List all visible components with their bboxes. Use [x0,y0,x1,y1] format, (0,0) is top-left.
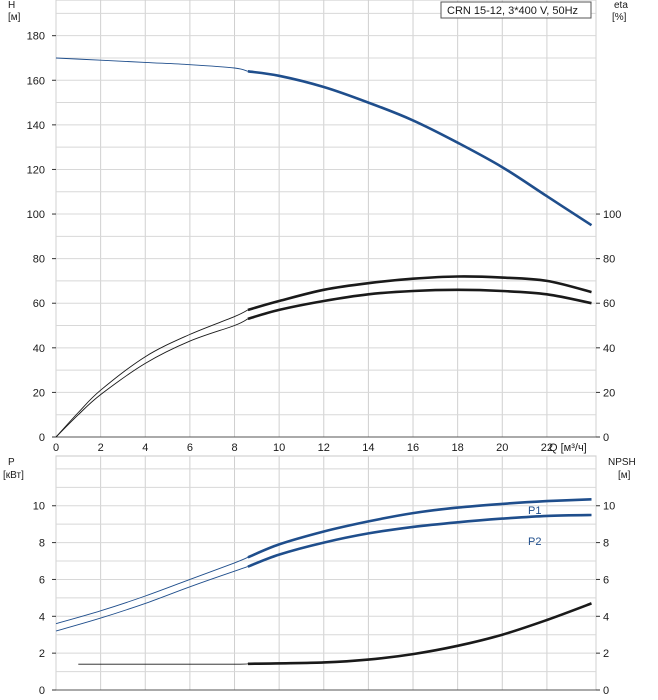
npsh-tick-label: 4 [603,611,609,623]
power-tick-label: 8 [39,538,45,550]
P2-curve [247,513,592,568]
head-axis-unit: [м] [8,12,21,23]
eta-tick-label: 100 [603,209,621,221]
eta_lower-curve-extended [55,318,249,438]
npsh-axis-unit: [м] [618,470,631,481]
p1-series-label: P1 [528,505,541,517]
eta-tick-label: 60 [603,298,615,310]
head-tick-label: 20 [33,387,45,399]
eta-tick-label: 80 [603,254,615,266]
x-tick-label: 8 [231,442,237,454]
head-axis-label: H [8,0,15,11]
x-tick-label: 20 [496,442,508,454]
upper-grid [55,0,597,438]
x-tick-label: 2 [98,442,104,454]
x-tick-label: 4 [142,442,148,454]
x-tick-label: 16 [407,442,419,454]
head-tick-label: 0 [39,432,45,444]
head-tick-label: 40 [33,343,45,355]
power-tick-label: 2 [39,648,45,660]
p2-series-label: P2 [528,536,541,548]
eta-tick-label: 20 [603,387,615,399]
head-tick-label: 100 [27,209,45,221]
head-tick-label: 180 [27,31,45,43]
eta-axis-label: eta [614,0,628,11]
head-tick-label: 60 [33,298,45,310]
flow-axis-label: Q [м³/ч] [549,442,587,454]
x-tick-label: 22 [541,442,553,454]
power-tick-label: 0 [39,685,45,697]
npsh-tick-label: 10 [603,501,615,513]
npsh-axis-label: NPSH [608,457,636,468]
power-tick-label: 10 [33,501,45,513]
upper-plot-frame [55,0,597,438]
head-tick-label: 80 [33,254,45,266]
power-axis-unit: [кВт] [3,470,24,481]
x-tick-label: 14 [362,442,374,454]
x-tick-label: 10 [273,442,285,454]
eta-tick-label: 40 [603,343,615,355]
x-tick-label: 6 [187,442,193,454]
head-tick-label: 160 [27,75,45,87]
power-axis-label: P [8,457,15,468]
power-tick-label: 4 [39,611,45,623]
series-layer [55,57,593,666]
head-tick-label: 140 [27,120,45,132]
lower-grid [55,455,597,691]
npsh-tick-label: 8 [603,538,609,550]
head-curve [247,70,593,227]
x-tick-label: 12 [318,442,330,454]
legend-box [440,1,592,19]
eta-axis-unit: [%] [612,12,627,23]
legend-text: CRN 15-12, 3*400 V, 50Hz [447,5,578,17]
P1-curve-extended [55,556,249,625]
npsh-tick-label: 6 [603,574,609,586]
head-tick-label: 120 [27,164,45,176]
power-tick-label: 6 [39,574,45,586]
eta-tick-label: 0 [603,432,609,444]
head-curve-extended [55,57,249,72]
eta_upper-curve [247,275,592,312]
x-tick-label: 18 [452,442,464,454]
legend: CRN 15-12, 3*400 V, 50Hz [440,1,592,19]
eta_upper-curve-extended [55,309,249,438]
tick-labels: 0 2 4 6 8 10 12 14 16 18 20 22020406080100120140160… [27,31,622,697]
eta_lower-curve [247,288,592,321]
NPSH-curve [247,602,592,666]
lower-plot-frame [55,455,597,691]
P1-curve [247,498,592,559]
npsh-tick-label: 0 [603,685,609,697]
P2-curve-extended [55,566,249,632]
x-tick-label: 0 [53,442,59,454]
npsh-tick-label: 2 [603,648,609,660]
